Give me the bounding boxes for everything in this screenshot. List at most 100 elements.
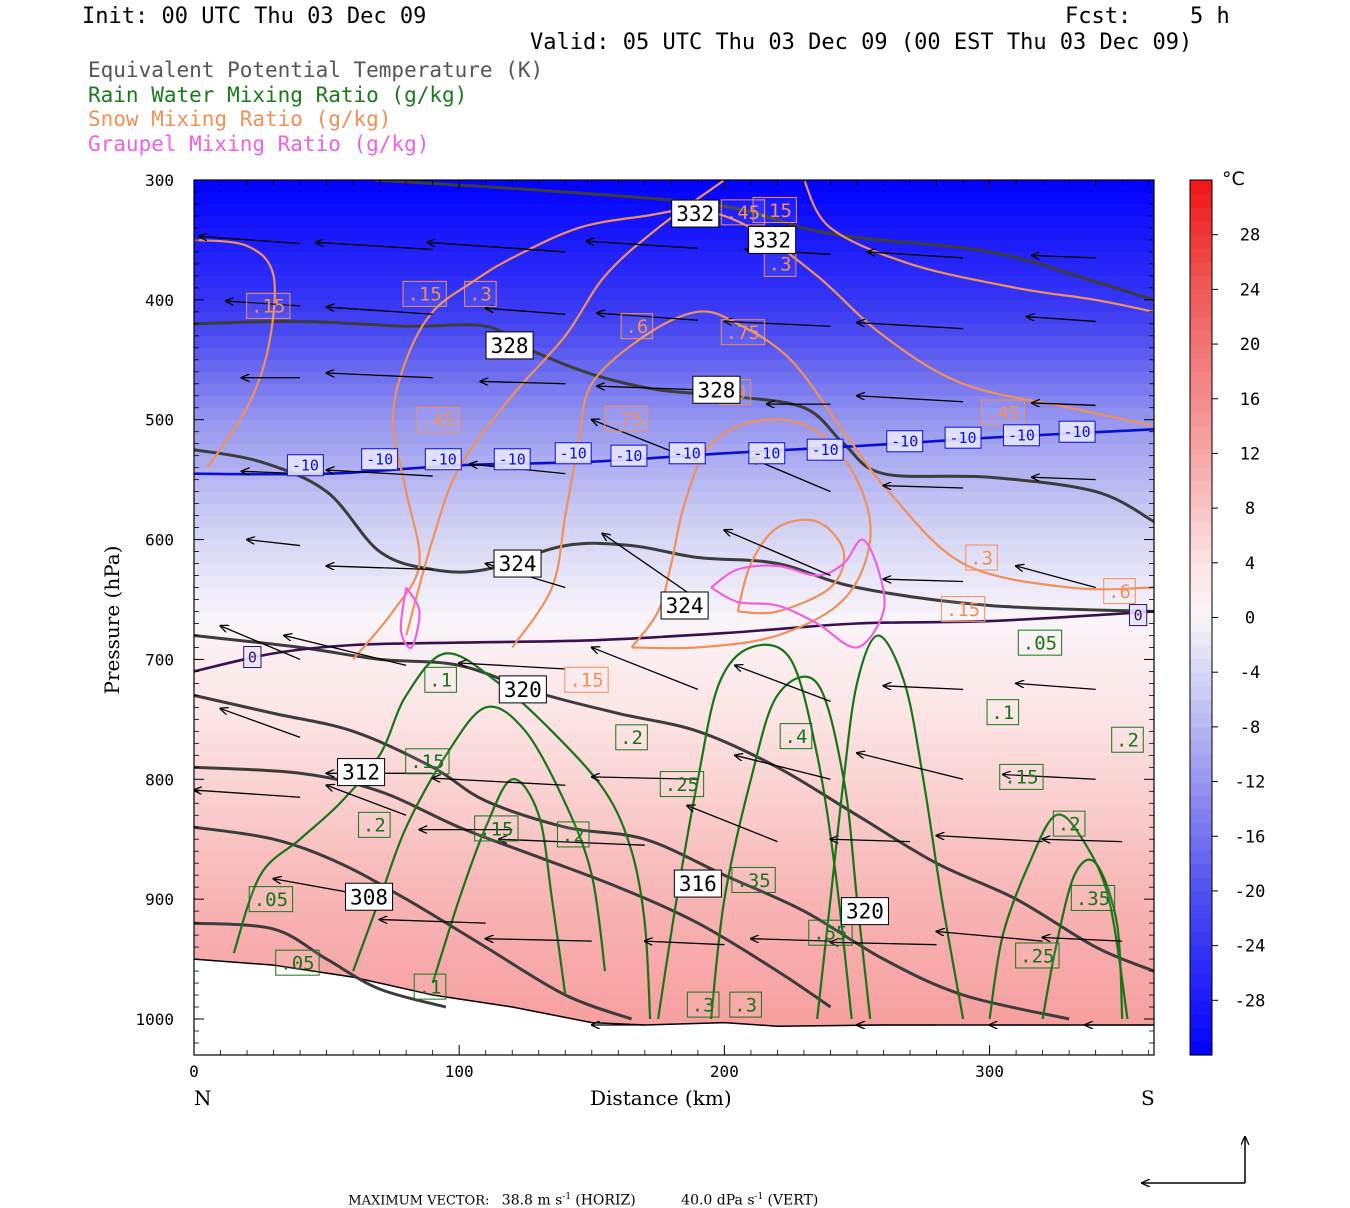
wind-vector <box>857 323 964 330</box>
isotherm-label-text: -10 <box>950 429 977 447</box>
snow-label-text: .45 <box>726 202 760 224</box>
rain-label-box <box>729 991 762 1018</box>
colorbar-tick-label: 24 <box>1240 280 1260 300</box>
wind-vector <box>597 313 698 321</box>
temperature-band <box>194 959 1154 972</box>
footer-horiz-unit: (HORIZ) <box>575 1192 636 1208</box>
colorbar-unit: °C <box>1222 168 1245 190</box>
colorbar-segment <box>1190 590 1212 605</box>
x-tick-label: 200 <box>710 1062 739 1081</box>
rain-label-text: .4 <box>785 726 808 748</box>
colorbar-tick-label: -8 <box>1240 718 1260 738</box>
temperature-band <box>194 503 1154 517</box>
rain-label-box <box>248 886 294 913</box>
x-end-label-right: S <box>1141 1086 1155 1110</box>
theta-e-contours <box>194 180 1154 1021</box>
y-axis-label: Pressure (hPa) <box>100 545 124 695</box>
temperature-band <box>194 851 1154 864</box>
isotherm-label: 0 <box>243 646 262 669</box>
temperature-band <box>194 347 1154 361</box>
theta-e-label-text: 312 <box>342 761 380 785</box>
colorbar-segment <box>1190 808 1212 824</box>
theta-e-label-text: 324 <box>666 594 704 618</box>
colorbar-tick-label: -4 <box>1240 663 1260 683</box>
theta-e-label-text: 316 <box>679 872 717 896</box>
theta-e-label-box <box>673 869 722 898</box>
isotherm-label-text: -10 <box>615 447 642 465</box>
wind-vector <box>830 942 937 944</box>
snow-label-text: .45 <box>421 410 455 432</box>
colorbar-segment <box>1190 740 1212 755</box>
rain-label-box <box>405 748 450 775</box>
rain-label-text: .05 <box>280 953 314 975</box>
snow-label-text: .15 <box>569 670 603 692</box>
rain-label-text: .15 <box>479 818 513 840</box>
temperature-band <box>194 335 1154 349</box>
wind-vector <box>884 686 964 690</box>
colorbar-segment <box>1190 234 1212 249</box>
wind-vector <box>486 308 566 315</box>
rain-label-text: .35 <box>1076 888 1110 910</box>
wind-vector <box>221 709 301 738</box>
isotherm-label-box <box>944 426 982 449</box>
temperature-band <box>194 803 1154 816</box>
temperature-band <box>194 923 1154 936</box>
temperature-band <box>194 743 1154 756</box>
rain-contour <box>1041 858 1124 1020</box>
snow-contour <box>802 180 1154 313</box>
snow-label: .6 <box>1103 578 1136 605</box>
colorbar-tick-label: -24 <box>1235 937 1266 957</box>
wind-vector <box>499 839 645 846</box>
theta-e-label-box <box>337 758 386 787</box>
init-time: Init: 00 UTC Thu 03 Dec 09 <box>82 4 427 29</box>
theta-e-label-text: 324 <box>499 552 537 576</box>
isotherm-label-box <box>493 448 531 471</box>
rain-label: .4 <box>779 723 813 750</box>
rain-label: .15 <box>474 815 519 842</box>
snow-label-text: .3 <box>469 284 492 306</box>
colorbar-segment <box>1190 644 1212 660</box>
theta-e-contour <box>194 319 1154 523</box>
snow-label-box <box>246 292 291 319</box>
wind-vector <box>937 932 1043 942</box>
temperature-band <box>194 227 1154 241</box>
isotherm-label-text: -10 <box>674 445 701 463</box>
isotherm-minus10 <box>194 428 1154 476</box>
wind-vector <box>226 301 301 307</box>
footer-vert-unit: (VERT) <box>767 1192 819 1208</box>
snow-label: .45 <box>720 199 766 226</box>
rain-label: .05 <box>1017 629 1063 656</box>
rain-label: .25 <box>1015 942 1060 969</box>
wind-vector <box>327 785 407 816</box>
valid-time: Valid: 05 UTC Thu 03 Dec 09 (00 EST Thu … <box>530 30 1193 55</box>
y-tick-label: 600 <box>145 531 174 550</box>
theta-e-label-text: 328 <box>491 334 529 358</box>
wind-vector <box>427 242 566 253</box>
colorbar-segment <box>1190 713 1212 728</box>
colorbar-segment <box>1190 904 1212 919</box>
temperature-band <box>194 407 1154 421</box>
wind-vector <box>194 790 301 798</box>
temperature-band <box>194 419 1154 433</box>
rain-label: .2 <box>615 724 648 751</box>
snow-contour <box>352 208 1154 661</box>
rain-label-box <box>424 666 457 693</box>
footer-vert-value: 40.0 dPa s <box>681 1192 755 1208</box>
snow-contour <box>736 518 846 615</box>
colorbar-segment <box>1190 1013 1212 1029</box>
wind-vector <box>327 566 433 570</box>
colorbar-tick-label: 12 <box>1240 444 1260 464</box>
isotherm-label: -10 <box>610 444 648 467</box>
rain-label-box <box>686 991 720 1018</box>
rain-label-box <box>1070 884 1116 911</box>
wind-vector <box>380 920 486 924</box>
rain-label: .15 <box>999 763 1044 790</box>
colorbar-tick-label: 0 <box>1245 609 1255 629</box>
isotherm-label-text: -10 <box>1064 423 1091 441</box>
isotherm-label: -10 <box>668 442 706 465</box>
wind-vector <box>274 879 354 894</box>
snow-label-box <box>1103 578 1136 605</box>
colorbar-segment <box>1190 986 1212 1001</box>
y-tick-label: 900 <box>145 890 174 909</box>
colorbar-segment <box>1190 959 1212 974</box>
